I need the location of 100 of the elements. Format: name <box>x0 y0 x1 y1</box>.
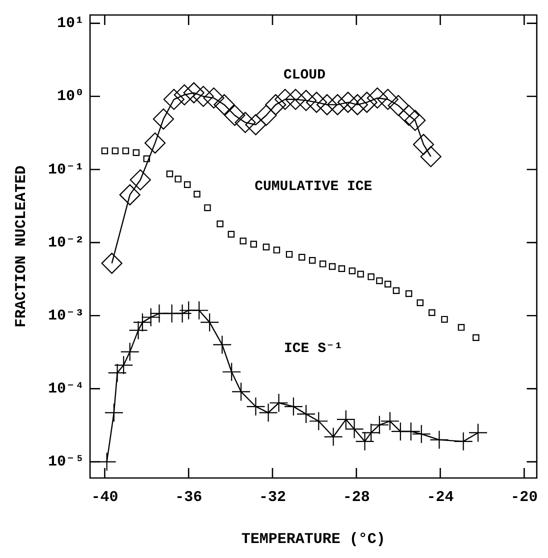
point <box>355 432 374 451</box>
point <box>128 320 148 340</box>
point <box>112 147 119 154</box>
x-tick-label: -24 <box>426 488 454 506</box>
point <box>97 452 116 472</box>
point <box>306 92 328 113</box>
point <box>141 308 160 327</box>
point <box>130 169 151 190</box>
point <box>430 430 449 450</box>
y-axis-title: FRACTION NUCLEATED <box>12 165 30 328</box>
y-tick-label: 10⁻² <box>48 234 84 252</box>
point <box>234 112 256 134</box>
point <box>398 104 420 126</box>
point <box>362 423 381 442</box>
point <box>212 335 232 354</box>
point <box>377 88 398 110</box>
x-tick-label: -28 <box>342 488 370 506</box>
point <box>132 149 140 156</box>
point <box>348 267 356 274</box>
point <box>231 382 251 402</box>
point <box>298 254 306 261</box>
point <box>384 280 392 288</box>
point <box>366 87 388 109</box>
point <box>284 397 304 416</box>
point <box>203 87 224 109</box>
point <box>200 312 220 332</box>
point <box>166 170 174 178</box>
point <box>388 94 409 116</box>
point <box>174 176 182 182</box>
text: CUMULATIVE ICE <box>254 178 372 195</box>
y-tick-label: 10⁻⁴ <box>48 380 84 398</box>
point <box>401 422 420 442</box>
point <box>412 134 434 156</box>
point <box>309 412 328 431</box>
point <box>172 304 192 324</box>
point <box>174 84 195 106</box>
point <box>416 299 424 306</box>
point <box>184 181 191 188</box>
point <box>101 252 122 274</box>
point <box>346 94 368 116</box>
point <box>265 94 286 116</box>
point <box>376 277 383 284</box>
y-tick-label: 10⁰ <box>56 88 84 106</box>
point <box>214 94 235 116</box>
point <box>104 403 124 422</box>
point <box>458 324 465 331</box>
x-tick-label: -36 <box>175 488 202 506</box>
point <box>222 362 242 382</box>
point <box>357 270 364 278</box>
point <box>428 309 436 316</box>
point <box>183 82 204 104</box>
point <box>101 147 108 154</box>
point <box>468 423 488 442</box>
point <box>286 250 293 258</box>
point <box>256 104 277 126</box>
point <box>273 246 280 254</box>
point <box>338 265 346 272</box>
point <box>454 432 473 451</box>
point <box>190 300 209 320</box>
point <box>269 393 288 412</box>
y-tick-label: 10⁻¹ <box>48 161 84 178</box>
point <box>420 146 442 168</box>
point <box>108 363 127 382</box>
point <box>405 290 412 298</box>
point <box>192 86 214 107</box>
point <box>296 90 317 112</box>
x-tick-label: -20 <box>510 488 538 506</box>
point <box>274 88 296 110</box>
point <box>114 356 134 375</box>
y-tick-label: 10⁻³ <box>48 307 84 324</box>
point <box>194 190 200 198</box>
point <box>119 184 140 206</box>
point <box>224 104 246 126</box>
x-tick-label: -40 <box>91 488 118 506</box>
point <box>285 88 306 110</box>
point <box>404 110 426 131</box>
x-axis-title: TEMPERATURE (°C) <box>241 530 386 548</box>
point <box>122 147 130 154</box>
point <box>472 334 480 342</box>
point <box>370 415 390 434</box>
point <box>144 132 166 154</box>
point <box>246 397 266 416</box>
point <box>120 342 140 362</box>
point <box>368 273 374 280</box>
point <box>328 263 336 270</box>
x-tick-label: -32 <box>258 488 286 506</box>
point <box>296 404 316 424</box>
y-tick-label: 10⁻⁵ <box>48 454 84 471</box>
y-tick-label: 10¹ <box>57 15 84 32</box>
point <box>326 94 348 116</box>
text: ICE S⁻¹ <box>284 340 343 357</box>
point <box>245 114 266 136</box>
point <box>132 312 152 332</box>
point <box>392 287 400 294</box>
point <box>337 92 359 113</box>
point <box>228 230 235 238</box>
series-label: CLOUD <box>283 68 326 84</box>
point <box>316 94 338 116</box>
point <box>308 257 316 264</box>
point <box>262 244 270 250</box>
